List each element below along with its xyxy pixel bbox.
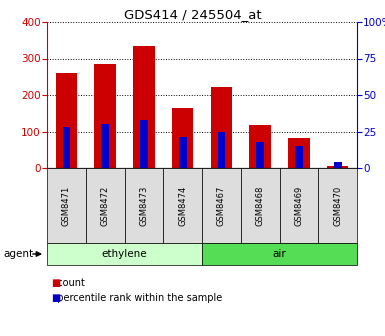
Bar xyxy=(218,131,225,168)
FancyBboxPatch shape xyxy=(124,168,163,243)
Bar xyxy=(56,73,77,168)
Text: GSM8467: GSM8467 xyxy=(217,185,226,226)
Bar xyxy=(62,127,70,168)
Bar xyxy=(101,124,109,168)
Bar xyxy=(94,64,116,168)
FancyBboxPatch shape xyxy=(86,168,124,243)
FancyBboxPatch shape xyxy=(280,168,318,243)
Text: GSM8473: GSM8473 xyxy=(139,185,148,226)
Bar xyxy=(172,108,193,168)
Text: GSM8471: GSM8471 xyxy=(62,185,71,226)
Bar xyxy=(295,146,303,168)
Text: agent: agent xyxy=(3,249,33,259)
Text: air: air xyxy=(273,249,286,259)
FancyBboxPatch shape xyxy=(202,243,357,265)
Bar xyxy=(133,46,154,168)
Bar xyxy=(288,138,310,168)
Bar xyxy=(211,87,232,168)
FancyBboxPatch shape xyxy=(47,243,202,265)
FancyBboxPatch shape xyxy=(318,168,357,243)
Text: GSM8470: GSM8470 xyxy=(333,185,342,226)
FancyBboxPatch shape xyxy=(202,168,241,243)
Bar xyxy=(334,162,341,168)
Text: GSM8469: GSM8469 xyxy=(295,185,303,226)
Bar xyxy=(256,142,264,168)
FancyBboxPatch shape xyxy=(47,168,86,243)
Bar xyxy=(249,125,271,168)
Text: percentile rank within the sample: percentile rank within the sample xyxy=(51,293,222,303)
FancyBboxPatch shape xyxy=(163,168,202,243)
Text: GSM8472: GSM8472 xyxy=(100,185,110,226)
Bar xyxy=(140,120,148,168)
Bar xyxy=(327,166,348,168)
Text: GSM8468: GSM8468 xyxy=(256,185,264,226)
Text: GSM8474: GSM8474 xyxy=(178,185,187,226)
Text: ■: ■ xyxy=(51,293,60,303)
Text: ethylene: ethylene xyxy=(102,249,147,259)
Text: count: count xyxy=(51,278,85,288)
FancyBboxPatch shape xyxy=(241,168,280,243)
Bar xyxy=(179,137,186,168)
Text: GDS414 / 245504_at: GDS414 / 245504_at xyxy=(124,8,261,22)
Text: ■: ■ xyxy=(51,278,60,288)
